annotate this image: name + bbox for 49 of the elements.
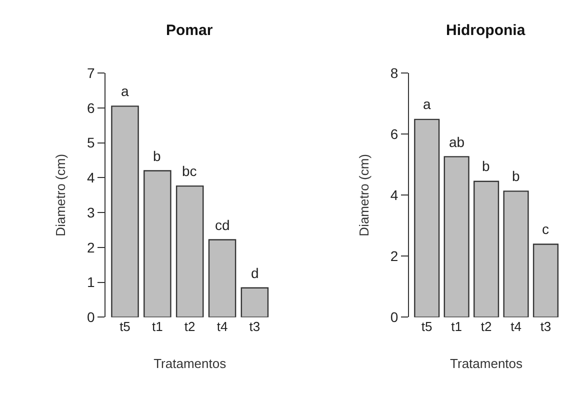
chart-title: Hidroponia <box>446 22 526 39</box>
x-axis-title: Tratamentos <box>450 356 524 371</box>
x-tick-label: t1 <box>451 319 462 334</box>
bar <box>144 170 172 318</box>
annotation: cd <box>215 217 230 233</box>
x-tick-label: t3 <box>249 319 260 334</box>
chart-title: Pomar <box>166 22 213 39</box>
y-tick-label: 1 <box>86 274 95 290</box>
x-tick-label: t4 <box>216 319 228 334</box>
annotation: a <box>121 83 129 99</box>
x-tick-label: t5 <box>421 319 432 334</box>
y-tick-label: 4 <box>390 187 398 204</box>
y-tick-label: 4 <box>86 170 95 186</box>
annotation: b <box>512 168 520 184</box>
y-axis-title: Diametro (cm) <box>52 154 68 236</box>
y-tick-label: 2 <box>86 239 95 256</box>
y-tick-label: 6 <box>390 126 398 142</box>
bar <box>414 118 440 318</box>
x-tick-label: t5 <box>120 319 130 334</box>
annotation: ab <box>449 134 465 150</box>
x-tick-label: t2 <box>480 319 492 334</box>
bar <box>503 190 529 318</box>
bar <box>208 239 236 318</box>
x-tick-label: t2 <box>184 319 196 334</box>
y-tick-label: 5 <box>86 134 95 151</box>
bar <box>240 287 269 318</box>
y-tick-label: 3 <box>86 204 95 220</box>
x-axis-title: Tratamentos <box>154 356 227 371</box>
y-tick-label: 7 <box>86 64 95 81</box>
x-tick-label: t1 <box>152 319 163 334</box>
bar <box>111 106 139 318</box>
y-tick-label: 0 <box>390 309 398 326</box>
x-tick-label: t4 <box>510 319 522 334</box>
bar <box>474 180 500 318</box>
annotation: b <box>153 148 161 164</box>
bar <box>444 156 470 318</box>
annotation: bc <box>182 163 197 179</box>
annotation: d <box>251 265 259 281</box>
bar <box>176 185 204 318</box>
annotation: b <box>482 158 490 174</box>
annotation: c <box>542 221 549 237</box>
annotation: a <box>423 96 431 112</box>
bar <box>532 244 559 318</box>
y-axis-title: Diametro (cm) <box>356 154 372 236</box>
y-tick-label: 2 <box>390 248 398 264</box>
y-tick-label: 8 <box>390 64 398 81</box>
y-tick-label: 6 <box>86 100 95 116</box>
y-tick-label: 0 <box>86 309 95 326</box>
x-tick-label: t3 <box>540 319 552 334</box>
